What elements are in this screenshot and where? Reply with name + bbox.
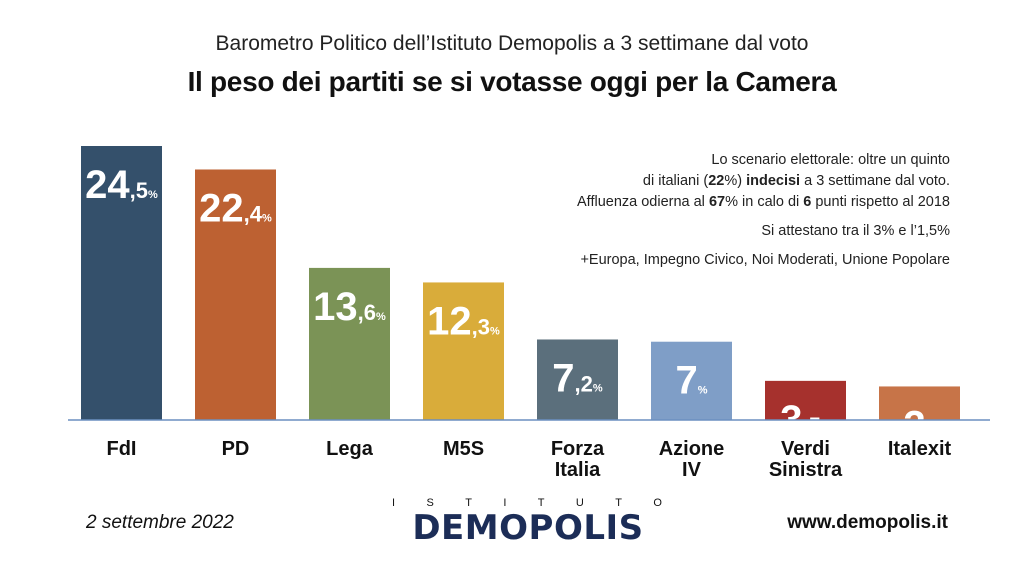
note-line-2: di italiani (22%) indecisi a 3 settimane… [642, 173, 950, 189]
footer-date: 2 settembre 2022 [86, 512, 234, 533]
category-label-4: Forza Italia [551, 438, 605, 481]
bar-value-label-0: 24,5% [85, 163, 158, 207]
category-label-3: M5S [443, 438, 484, 460]
bar-1 [195, 169, 276, 420]
bar-4 [537, 339, 618, 420]
bar-3 [423, 282, 504, 420]
note-line-5: +Europa, Impegno Civico, Noi Moderati, U… [580, 252, 950, 268]
bar-value-label-7: 3% [903, 403, 935, 447]
category-label-5: Azione IV [659, 438, 725, 481]
bar-value-label-4: 7,2% [552, 356, 603, 400]
chart-title: Il peso dei partiti se si votasse oggi p… [187, 66, 837, 97]
scenario-note: Lo scenario elettorale: oltre un quinto … [510, 150, 950, 271]
note-line-3: Affluenza odierna al 67% in calo di 6 pu… [577, 194, 950, 210]
demopolis-logo: DEMOPOLIS [412, 508, 644, 548]
bar-7 [879, 386, 960, 420]
bar-value-label-5: 7% [675, 359, 707, 403]
bar-value-label-3: 12,3% [427, 299, 500, 343]
bar-value-label-2: 13,6% [313, 285, 386, 329]
category-label-2: Lega [326, 438, 374, 460]
footer-website-link[interactable]: www.demopolis.it [787, 512, 948, 533]
category-label-1: PD [222, 438, 250, 460]
bar-value-label-1: 22,4% [199, 186, 272, 230]
category-label-0: FdI [107, 438, 137, 460]
chart-subtitle: Barometro Politico dell’Istituto Demopol… [215, 32, 809, 55]
bar-5 [651, 341, 732, 420]
bar-2 [309, 267, 390, 420]
bar-0 [81, 146, 162, 420]
note-line-4: Si attestano tra il 3% e l’1,5% [761, 223, 950, 239]
bar-6 [765, 380, 846, 420]
category-label-7: Italexit [888, 438, 952, 460]
category-label-6: Verdi Sinistra [769, 438, 843, 481]
note-line-1: Lo scenario elettorale: oltre un quinto [711, 152, 950, 168]
